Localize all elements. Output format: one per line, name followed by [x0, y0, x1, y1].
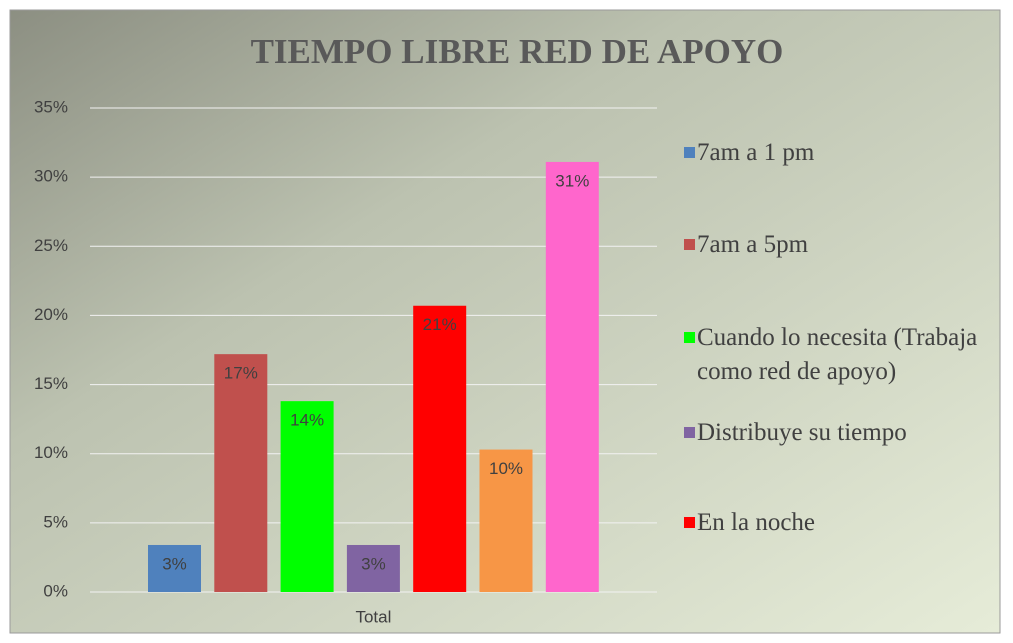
legend-swatch [684, 517, 695, 528]
y-tick-label: 25% [34, 236, 68, 255]
bar [280, 401, 334, 592]
legend-item: 7am a 1 pm [684, 136, 984, 170]
bar [545, 161, 599, 592]
legend-label: En la noche [697, 509, 816, 536]
bar [413, 305, 467, 592]
y-tick-label: 5% [43, 512, 68, 531]
legend-item: Distribuye su tiempo [684, 416, 984, 450]
legend-label: Distribuye su tiempo [697, 419, 907, 446]
data-label: 14% [290, 411, 324, 430]
legend-item: Cuando lo necesita (Trabaja como red de … [684, 321, 984, 389]
data-label: 21% [423, 315, 457, 334]
data-label: 3% [162, 554, 187, 573]
legend-label: Cuando lo necesita (Trabaja como red de … [697, 324, 978, 385]
x-tick-label: Total [355, 607, 391, 626]
legend-item: En la noche [684, 506, 984, 540]
legend-swatch [684, 147, 695, 158]
legend-item: 7am a 5pm [684, 228, 984, 262]
chart-title: TIEMPO LIBRE RED DE APOYO [251, 32, 784, 71]
y-tick-label: 10% [34, 443, 68, 462]
legend-swatch [684, 239, 695, 250]
y-tick-label: 20% [34, 305, 68, 324]
legend-label: 7am a 1 pm [697, 139, 815, 166]
data-label: 10% [489, 459, 523, 478]
y-tick-label: 15% [34, 374, 68, 393]
bar [346, 544, 400, 592]
legend-label: 7am a 5pm [697, 231, 809, 258]
y-tick-label: 35% [34, 97, 68, 116]
legend-swatch [684, 427, 695, 438]
legend-swatch [684, 332, 695, 343]
y-tick-label: 0% [43, 581, 68, 600]
data-label: 31% [555, 171, 589, 190]
bar [148, 544, 201, 592]
data-label: 17% [224, 364, 258, 383]
bar [214, 354, 268, 592]
y-tick-label: 30% [34, 167, 68, 186]
data-label: 3% [361, 554, 386, 573]
bar [479, 449, 533, 592]
